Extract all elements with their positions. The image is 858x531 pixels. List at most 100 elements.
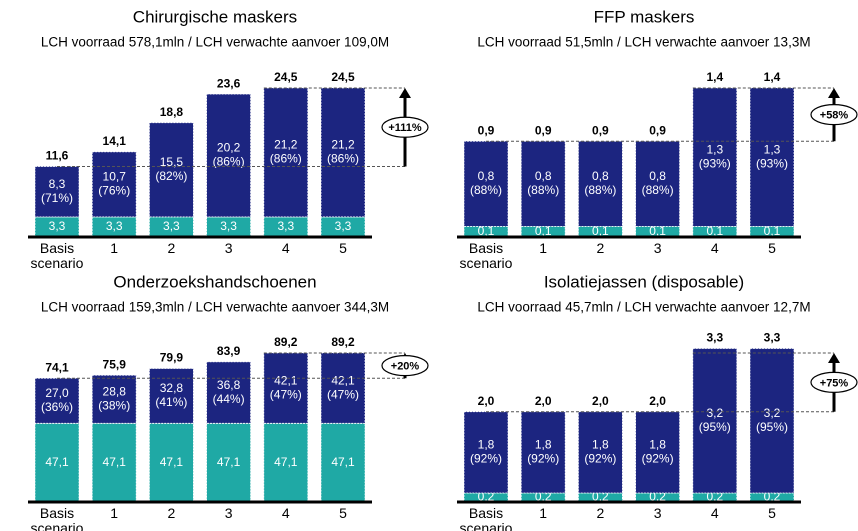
segment-label: 3,3 [335,219,352,233]
bar-segment [749,348,795,494]
share-label: (44%) [213,392,245,406]
x-tick-label: 2 [596,505,605,521]
share-label: (86%) [270,152,302,166]
total-label: 2,0 [649,394,666,408]
bar-segment [34,422,80,503]
bar-segment [34,166,80,218]
segment-label: 0,1 [706,224,723,238]
segment-label: 0,8 [592,169,609,183]
bar-segment [263,352,309,424]
annotation: +58% [820,110,849,122]
x-tick-label: 3 [224,505,233,521]
arrow-head [399,88,411,98]
segment-label: 1,8 [478,438,495,452]
bar-segment [578,411,623,494]
total-label: 18,8 [160,105,184,119]
bar-segment [148,368,194,424]
segment-label: 21,2 [274,138,298,152]
share-label: (86%) [213,155,245,169]
share-label: (92%) [584,452,616,466]
x-tick-label: 4 [710,240,719,256]
segment-label: 36,8 [217,378,241,392]
x-tick-label: 5 [768,505,776,521]
bar-segment [91,374,137,424]
bar-segment [320,87,366,218]
segment-label: 3,3 [106,219,123,233]
share-label: (86%) [327,152,359,166]
segment-label: 3,3 [220,219,237,233]
x-tick-label: 3 [653,240,662,256]
arrow-head [828,353,840,363]
share-label: (71%) [41,191,73,205]
segment-label: 47,1 [274,455,298,469]
total-label: 2,0 [478,394,495,408]
annotation-badge [810,371,858,393]
total-label: 11,6 [46,149,69,163]
share-label: (92%) [470,452,502,466]
total-label: 1,4 [764,70,781,84]
segment-label: 3,3 [163,219,180,233]
annotation-badge [810,104,858,126]
segment-label: 3,3 [49,219,66,233]
segment-label: 0,1 [535,224,552,238]
total-label: 3,3 [706,331,723,345]
x-tick-label: 2 [167,505,176,521]
share-label: (82%) [155,169,187,183]
share-label: (95%) [756,420,788,434]
share-label: (93%) [699,156,731,170]
chart-subtitle: LCH voorraad 51,5mln / LCH verwachte aan… [477,35,810,50]
segment-label: 1,8 [592,438,609,452]
total-label: 0,9 [649,123,666,137]
bar-segment [206,216,252,238]
segment-label: 1,8 [535,438,552,452]
share-label: (88%) [470,183,502,197]
share-label: (76%) [98,184,130,198]
bar-segment [635,140,680,227]
segment-label: 47,1 [160,455,184,469]
share-label: (92%) [527,452,559,466]
segment-label: 3,2 [764,406,781,420]
x-tick-label: 5 [339,240,347,256]
bar-segment [148,422,194,503]
segment-label: 28,8 [103,384,127,398]
x-tick-label: 4 [281,505,290,521]
share-label: (47%) [327,387,359,401]
x-tick-label: 1 [110,505,119,521]
segment-label: 1,8 [649,438,666,452]
bar-segment [463,140,509,227]
chart-subtitle: LCH voorraad 578,1mln / LCH verwachte aa… [41,35,389,50]
total-label: 1,4 [706,70,723,84]
share-label: (41%) [155,395,187,409]
share-label: (93%) [756,156,788,170]
bar-segment [206,361,252,424]
segment-label: 0,1 [478,224,495,238]
chart-subtitle: LCH voorraad 45,7mln / LCH verwachte aan… [477,300,810,315]
annotation: +111% [388,122,422,134]
total-label: 2,0 [535,394,552,408]
share-label: (88%) [527,183,559,197]
chart-title: Isolatiejassen (disposable) [544,272,744,291]
annotation-badge [381,355,429,377]
segment-label: 20,2 [217,141,241,155]
segment-label: 0,1 [592,224,609,238]
chart-title: FFP maskers [594,7,695,26]
segment-label: 0,8 [535,169,552,183]
share-label: (95%) [699,420,731,434]
x-tick-label: 3 [653,505,662,521]
total-label: 79,9 [160,351,184,365]
segment-label: 1,3 [764,142,781,156]
segment-label: 3,3 [277,219,294,233]
share-label: (88%) [642,183,674,197]
total-label: 2,0 [592,394,609,408]
segment-label: 42,1 [331,373,355,387]
annotation: +75% [820,377,849,389]
bar-segment [749,87,795,227]
share-label: (92%) [642,452,674,466]
x-tick-label: 2 [596,240,605,256]
total-label: 14,1 [103,134,127,148]
bar-segment [148,122,194,218]
annotation: +20% [391,361,420,373]
bar-segment [520,411,566,494]
segment-label: 21,2 [331,138,355,152]
